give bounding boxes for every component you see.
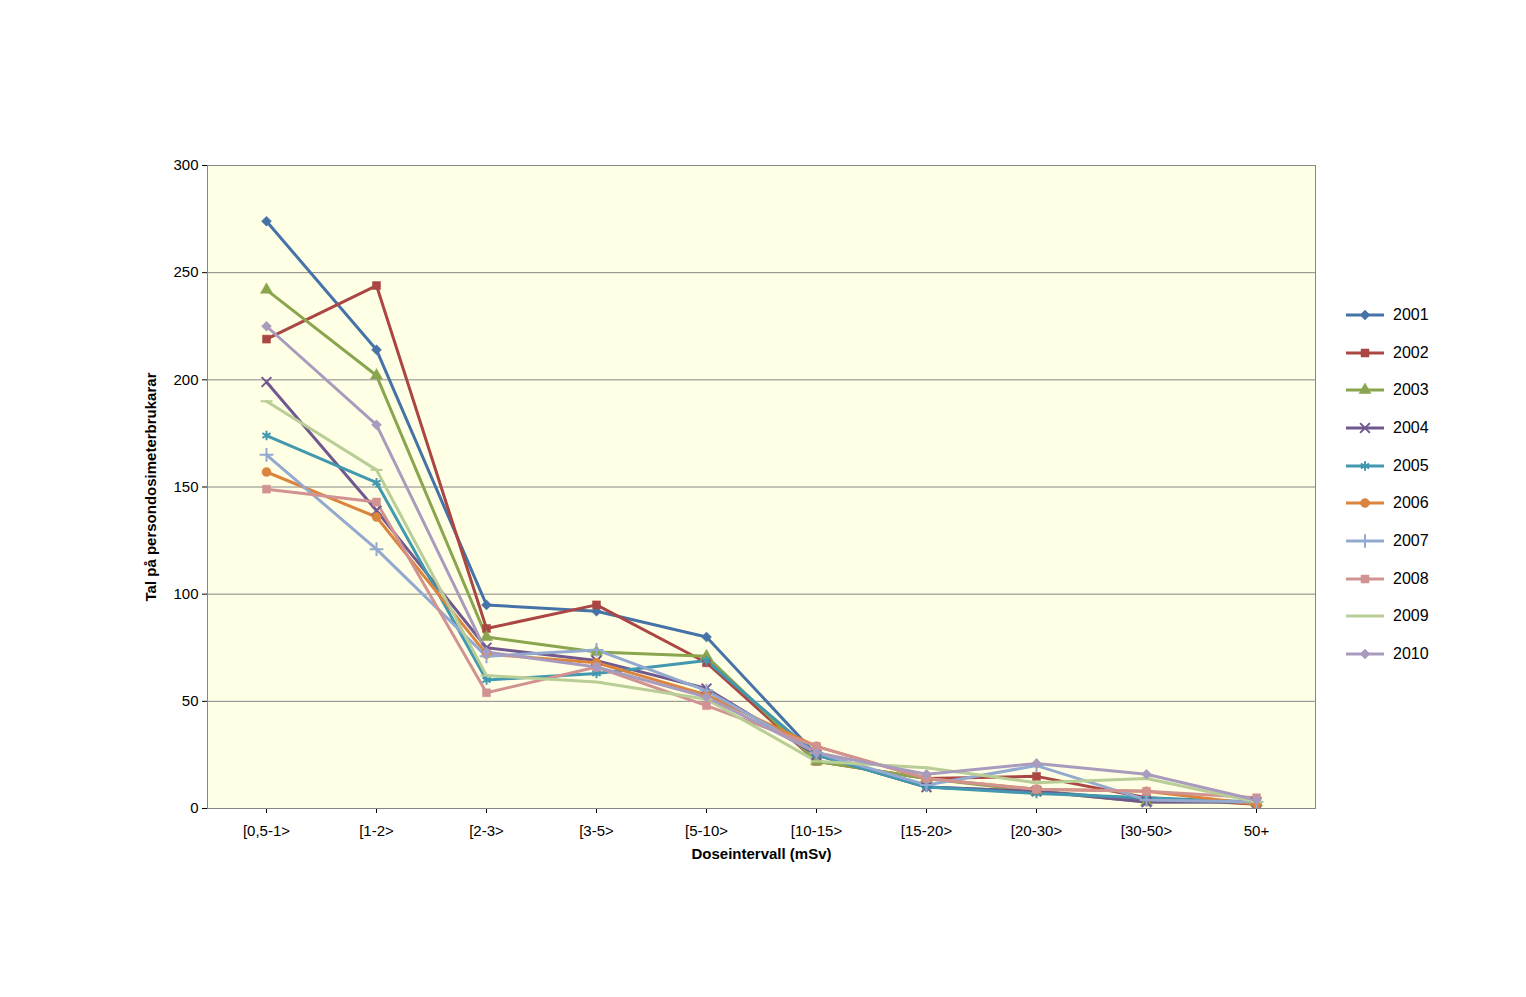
svg-text:[2-3>: [2-3> bbox=[469, 822, 504, 839]
svg-text:0: 0 bbox=[190, 799, 198, 816]
svg-text:200: 200 bbox=[173, 371, 198, 388]
svg-text:150: 150 bbox=[173, 478, 198, 495]
html-text:2006: 2006 bbox=[1393, 494, 1429, 512]
svg-text:Tal på persondosimeterbrukarar: Tal på persondosimeterbrukarar bbox=[142, 372, 159, 601]
svg-text:[0,5-1>: [0,5-1> bbox=[243, 822, 290, 839]
html-text:2001: 2001 bbox=[1393, 305, 1429, 323]
svg-text:250: 250 bbox=[173, 263, 198, 280]
svg-text:100: 100 bbox=[173, 585, 198, 602]
svg-text:50: 50 bbox=[182, 692, 199, 709]
html-text:2007: 2007 bbox=[1393, 532, 1429, 549]
html-text:2003: 2003 bbox=[1393, 381, 1429, 399]
svg-text:[1-2>: [1-2> bbox=[359, 822, 394, 839]
svg-text:[3-5>: [3-5> bbox=[579, 822, 614, 839]
html-text:2002: 2002 bbox=[1393, 343, 1429, 361]
svg-text:50+: 50+ bbox=[1244, 822, 1270, 839]
svg-text:Doseintervall (mSv): Doseintervall (mSv) bbox=[691, 845, 831, 862]
html-text:2010: 2010 bbox=[1393, 645, 1429, 662]
html-text:2004: 2004 bbox=[1393, 418, 1429, 436]
html-text:2008: 2008 bbox=[1393, 569, 1429, 587]
svg-text:[15-20>: [15-20> bbox=[901, 822, 953, 839]
html-text:2005: 2005 bbox=[1393, 456, 1429, 474]
svg-text:[30-50>: [30-50> bbox=[1121, 822, 1173, 839]
html-text:2009: 2009 bbox=[1393, 607, 1429, 625]
svg-text:[5-10>: [5-10> bbox=[685, 822, 728, 839]
svg-text:300: 300 bbox=[173, 156, 198, 173]
svg-text:[20-30>: [20-30> bbox=[1011, 822, 1063, 839]
svg-text:[10-15>: [10-15> bbox=[791, 822, 843, 839]
